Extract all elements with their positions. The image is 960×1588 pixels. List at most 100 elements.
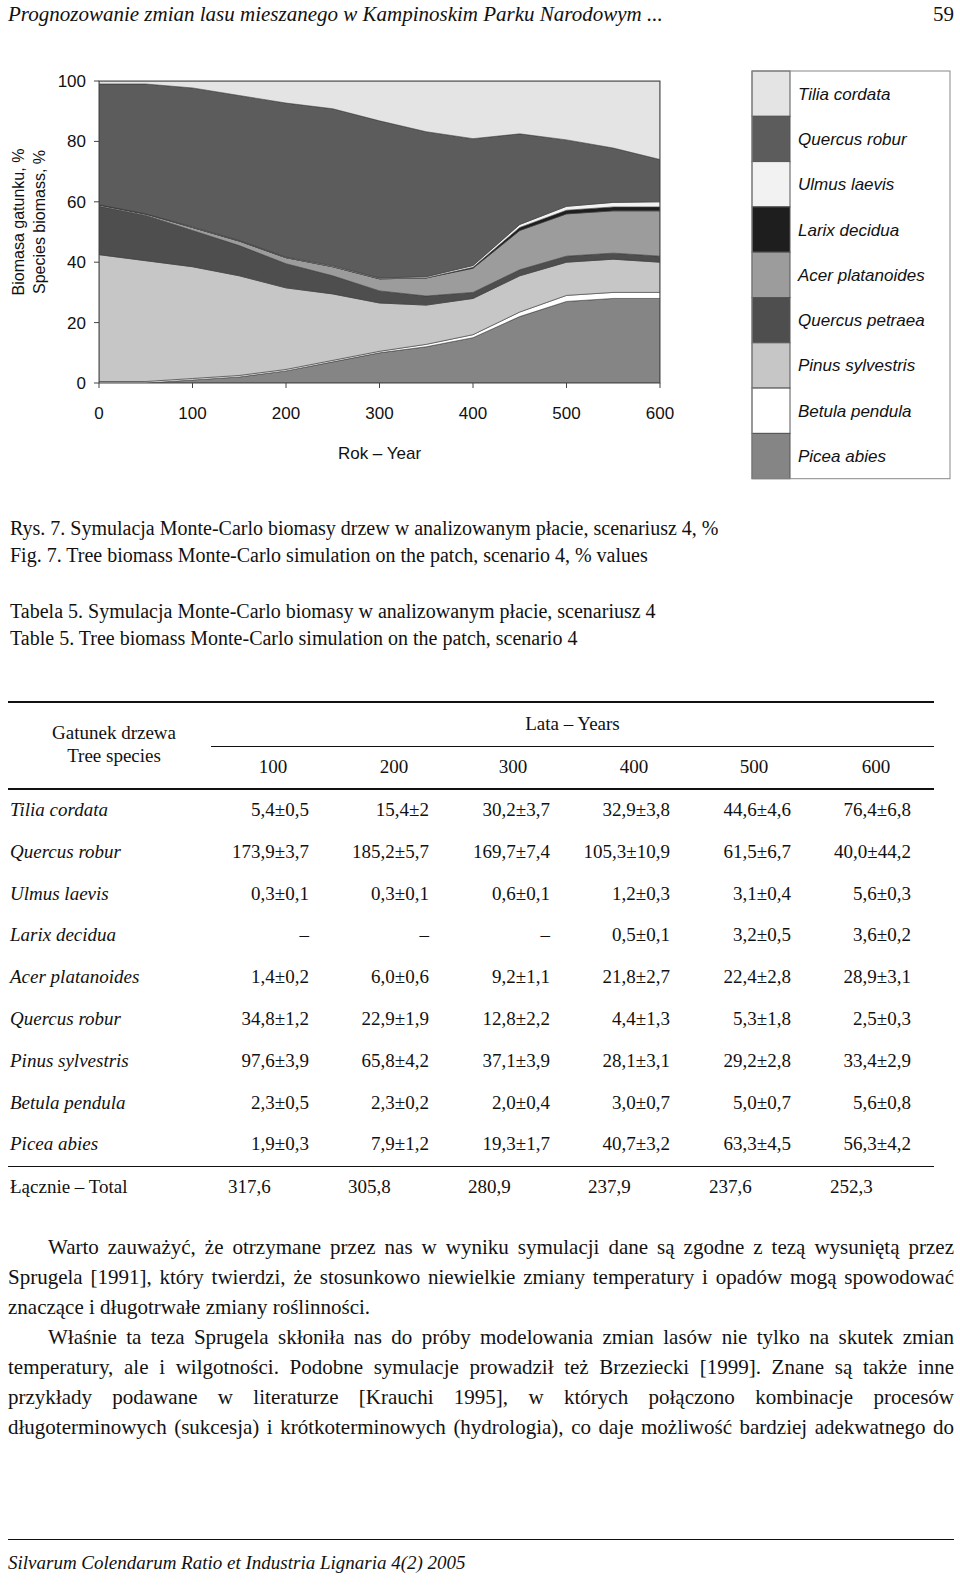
table-cell: 30,2±3,7 — [432, 799, 550, 821]
y-tick — [94, 322, 99, 323]
area-segment — [99, 81, 660, 160]
running-header: Prognozowanie zmian lasu mieszanego w Ka… — [8, 2, 663, 27]
table-header: Tree species — [8, 745, 220, 767]
y-axis-label: Species biomass, % — [31, 150, 48, 294]
x-tick-label: 400 — [459, 404, 487, 423]
table-total: 237,9 — [588, 1176, 631, 1198]
table-cell: 65,8±4,2 — [311, 1050, 429, 1072]
table-cell: Acer platanoides — [10, 966, 139, 988]
y-tick-label: 80 — [67, 132, 86, 151]
x-axis-label: Rok – Year — [338, 444, 422, 463]
table-total: 305,8 — [348, 1176, 391, 1198]
chart: 0204060801000100200300400500600Rok – Yea… — [0, 0, 960, 500]
table-cell: 5,6±0,3 — [793, 883, 911, 905]
table-cell: 40,7±3,2 — [552, 1133, 670, 1155]
legend-label: Acer platanoides — [797, 266, 925, 285]
table-cell: 37,1±3,9 — [432, 1050, 550, 1072]
table-cell: 105,3±10,9 — [552, 841, 670, 863]
plot-area — [99, 81, 660, 383]
table-cell: – — [311, 924, 429, 946]
legend-label: Picea abies — [798, 447, 886, 466]
y-tick-label: 60 — [67, 193, 86, 212]
table-cell: 7,9±1,2 — [311, 1133, 429, 1155]
figure-caption: Fig. 7. Tree biomass Monte-Carlo simulat… — [10, 544, 648, 567]
y-tick — [94, 141, 99, 142]
table-cell: 0,5±0,1 — [552, 924, 670, 946]
table-rule — [8, 1539, 954, 1540]
table-cell: 22,9±1,9 — [311, 1008, 429, 1030]
body-text: Warto zauważyć, że otrzymane przez nas w… — [0, 1232, 960, 1442]
table-rule — [8, 701, 934, 703]
y-tick-label: 100 — [58, 72, 86, 91]
plot-frame — [99, 81, 660, 383]
table-cell: 1,4±0,2 — [191, 966, 309, 988]
x-tick — [473, 383, 474, 388]
y-axis-label: Biomasa gatunku, % — [10, 149, 27, 296]
legend-label: Ulmus laevis — [798, 175, 895, 194]
table-cell: 61,5±6,7 — [673, 841, 791, 863]
x-tick — [99, 383, 100, 388]
x-tick-label: 100 — [178, 404, 206, 423]
legend-swatch — [752, 298, 790, 343]
legend-swatch — [752, 433, 790, 478]
x-tick — [286, 383, 287, 388]
legend-label: Pinus sylvestris — [798, 356, 916, 375]
table-total: Łącznie – Total — [10, 1176, 128, 1198]
legend-label: Quercus robur — [798, 130, 908, 149]
y-tick — [94, 201, 99, 202]
table-cell: 3,2±0,5 — [673, 924, 791, 946]
table-cell: 56,3±4,2 — [793, 1133, 911, 1155]
table-header: 400 — [594, 756, 674, 778]
table-cell: Quercus robur — [10, 1008, 121, 1030]
table-header: Lata – Years — [211, 713, 934, 735]
table-cell: 2,0±0,4 — [432, 1092, 550, 1114]
y-tick — [94, 81, 99, 82]
legend-label: Tilia cordata — [798, 85, 890, 104]
table-cell: 173,9±3,7 — [191, 841, 309, 863]
y-tick — [94, 262, 99, 263]
legend-swatch — [752, 343, 790, 388]
table-header: 300 — [473, 756, 553, 778]
x-tick — [566, 383, 567, 388]
x-tick-label: 500 — [552, 404, 580, 423]
table-cell: Betula pendula — [10, 1092, 126, 1114]
table-header: 600 — [836, 756, 916, 778]
table-total: 317,6 — [228, 1176, 271, 1198]
table-cell: 2,3±0,5 — [191, 1092, 309, 1114]
figure-caption: Rys. 7. Symulacja Monte-Carlo biomasy dr… — [10, 517, 718, 540]
table-rule — [211, 746, 934, 747]
table-total: 237,6 — [709, 1176, 752, 1198]
legend-swatch — [752, 252, 790, 297]
legend-swatch — [752, 162, 790, 207]
x-tick-label: 0 — [94, 404, 103, 423]
legend-swatch — [752, 388, 790, 433]
x-tick — [192, 383, 193, 388]
table-cell: 40,0±44,2 — [793, 841, 911, 863]
table-cell: 0,3±0,1 — [311, 883, 429, 905]
y-tick — [94, 383, 99, 384]
page: Prognozowanie zmian lasu mieszanego w Ka… — [0, 0, 960, 1588]
table-cell: 5,4±0,5 — [191, 799, 309, 821]
table-total: 252,3 — [830, 1176, 873, 1198]
legend-swatch — [752, 207, 790, 252]
paragraph: Właśnie ta teza Sprugela skłoniła nas do… — [8, 1322, 954, 1442]
table-cell: 4,4±1,3 — [552, 1008, 670, 1030]
x-tick-label: 600 — [646, 404, 674, 423]
paragraph: Warto zauważyć, że otrzymane przez nas w… — [8, 1232, 954, 1322]
table-cell: 2,5±0,3 — [793, 1008, 911, 1030]
table-cell: 19,3±1,7 — [432, 1133, 550, 1155]
table-cell: Tilia cordata — [10, 799, 108, 821]
table-cell: 76,4±6,8 — [793, 799, 911, 821]
table-header: 500 — [714, 756, 794, 778]
table-cell: 3,6±0,2 — [793, 924, 911, 946]
table-cell: – — [191, 924, 309, 946]
legend-label: Betula pendula — [798, 402, 911, 421]
x-tick-label: 300 — [365, 404, 393, 423]
table-cell: 1,2±0,3 — [552, 883, 670, 905]
table-cell: 33,4±2,9 — [793, 1050, 911, 1072]
table-cell: 6,0±0,6 — [311, 966, 429, 988]
page-number: 59 — [933, 2, 954, 27]
table-cell: 34,8±1,2 — [191, 1008, 309, 1030]
table-cell: 1,9±0,3 — [191, 1133, 309, 1155]
table-cell: 0,6±0,1 — [432, 883, 550, 905]
